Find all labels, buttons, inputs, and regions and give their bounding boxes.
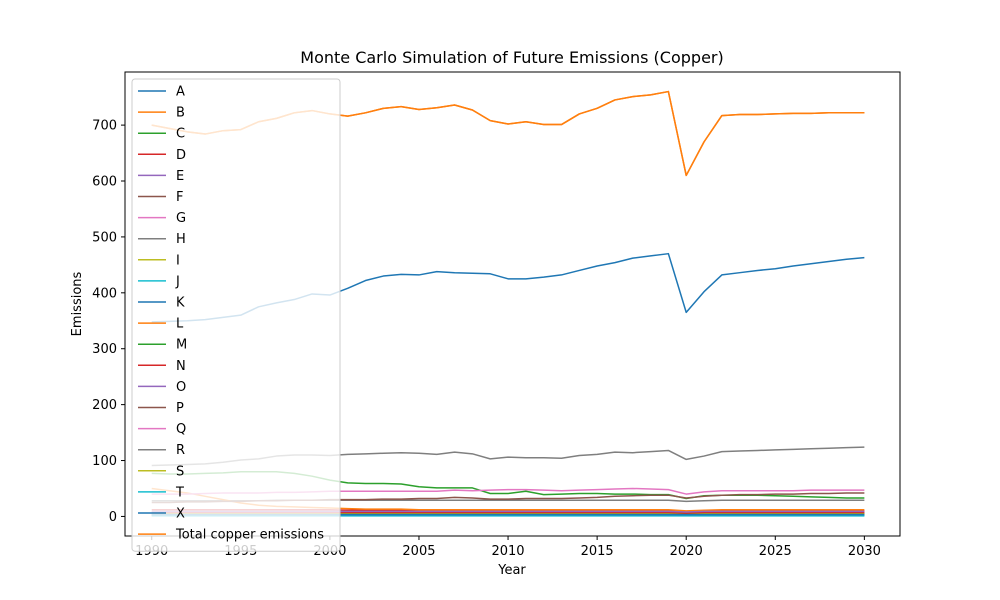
y-tick-label: 400 [92,286,117,301]
legend-label: F [176,190,183,205]
legend-label: X [176,507,185,522]
x-tick-label: 2020 [670,544,703,559]
x-tick-label: 2030 [848,544,881,559]
legend-label: P [176,401,184,416]
y-axis-label: Emissions [70,271,85,336]
y-tick-label: 0 [109,510,117,525]
x-tick-label: 2015 [581,544,614,559]
legend-label: G [176,211,186,226]
legend-box [131,78,341,552]
legend-label: S [176,464,184,479]
legend-label: D [176,148,186,163]
legend-label: K [176,296,185,311]
y-tick-label: 600 [92,175,117,190]
legend-label: A [176,85,185,100]
legend-label: I [176,253,180,268]
legend-label: H [176,232,186,247]
legend-label: J [175,274,180,289]
y-tick-label: 100 [92,454,117,469]
legend-label: B [176,106,185,121]
plot-frame [124,71,901,537]
legend-label: C [176,127,185,142]
legend-label: T [175,485,184,500]
y-tick-label: 300 [92,342,117,357]
x-tick-label: 2005 [402,544,435,559]
legend-label: N [176,359,186,374]
legend-label: O [176,380,186,395]
axis-ticks: 1990199520002005201020152020202520300100… [92,119,881,559]
legend-label: E [176,169,184,184]
y-tick-label: 700 [92,119,117,134]
legend-label: M [176,338,187,353]
y-tick-label: 200 [92,398,117,413]
y-tick-label: 500 [92,230,117,245]
legend-label: Q [176,422,186,437]
x-tick-label: 2010 [491,544,524,559]
legend-label: Total copper emissions [175,528,324,543]
chart-title: Monte Carlo Simulation of Future Emissio… [300,48,723,67]
legend-label: L [176,317,184,332]
x-axis-label: Year [497,563,526,578]
x-tick-label: 2025 [759,544,792,559]
legend-label: R [176,443,185,458]
